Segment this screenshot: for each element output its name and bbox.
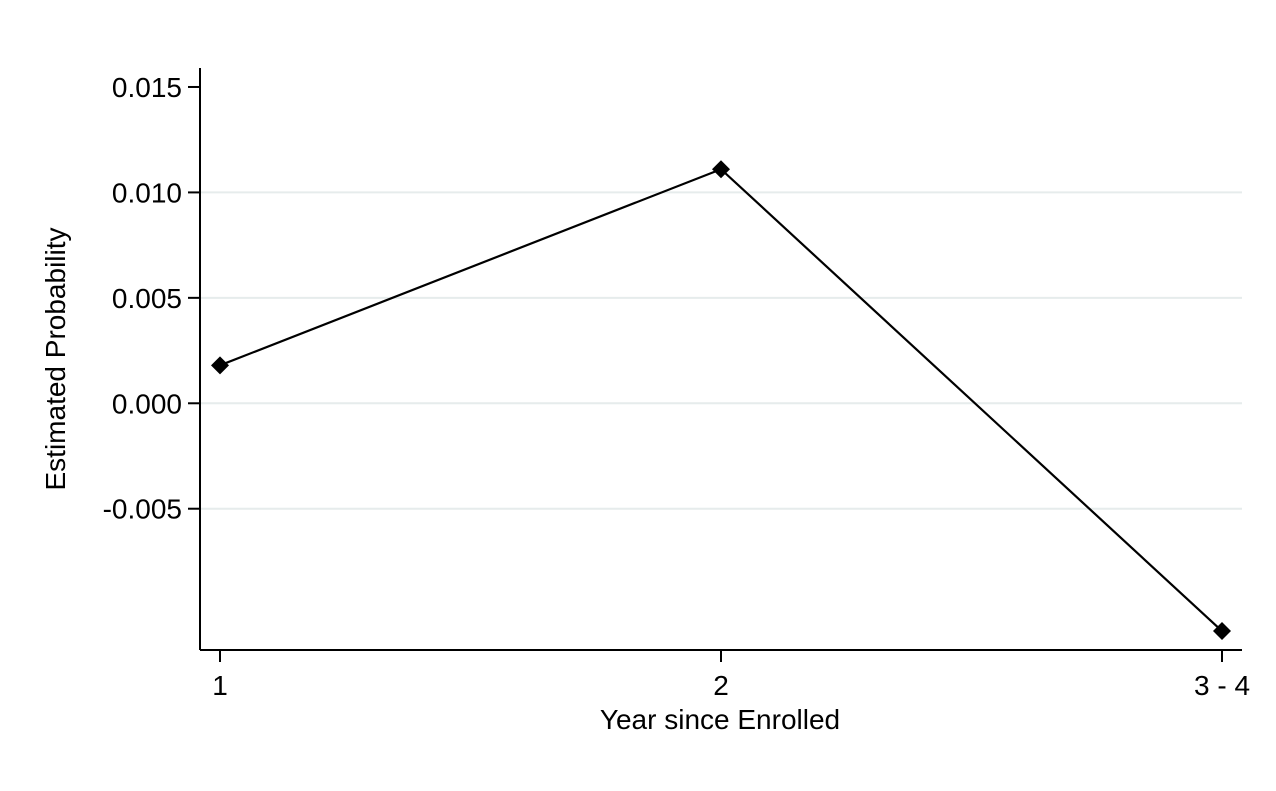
- y-tick-label: 0.000: [112, 388, 182, 419]
- x-axis-title: Year since Enrolled: [600, 704, 840, 735]
- y-tick-label: 0.005: [112, 283, 182, 314]
- y-ticks: 0.015 0.010 0.005 0.000 -0.005: [103, 72, 200, 525]
- series: [211, 160, 1231, 641]
- y-tick-label: 0.010: [112, 177, 182, 208]
- x-tick-label: 2: [713, 670, 729, 701]
- x-ticks: 1 2 3 - 4: [212, 650, 1250, 701]
- data-point-marker: [1213, 622, 1231, 641]
- gridlines: [201, 191, 1242, 510]
- y-tick-label: 0.015: [112, 72, 182, 103]
- data-point-marker: [712, 160, 730, 179]
- x-tick-label: 1: [212, 670, 228, 701]
- axes: [199, 68, 1242, 651]
- series-line: [219, 167, 1223, 632]
- x-tick-label: 3 - 4: [1194, 670, 1250, 701]
- data-point-marker: [211, 356, 229, 375]
- y-tick-label: -0.005: [103, 494, 182, 525]
- y-axis-title: Estimated Probability: [40, 227, 71, 490]
